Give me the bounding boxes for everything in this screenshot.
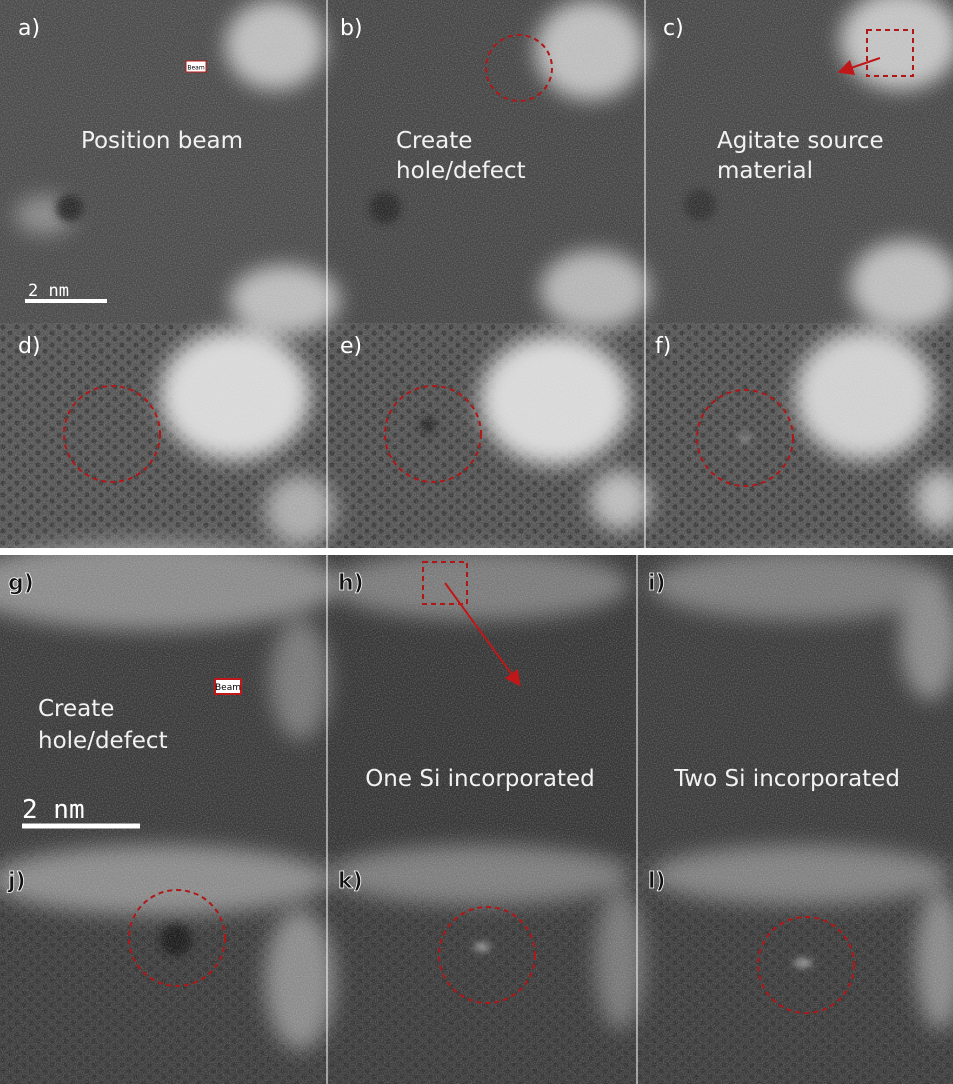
caption: material bbox=[717, 158, 813, 184]
figure: a) b) c) d) e) f) g) h) i) j) k) l) Posi… bbox=[0, 0, 953, 1084]
caption: One Si incorporated bbox=[365, 766, 595, 792]
panel-label: e) bbox=[340, 334, 362, 359]
panel-label: f) bbox=[655, 334, 671, 359]
panel-label: i) bbox=[648, 571, 666, 596]
panel-label: c) bbox=[663, 16, 684, 41]
beam-tag: Beam bbox=[187, 65, 204, 72]
panel-label: d) bbox=[18, 334, 41, 359]
scale-label: 2 nm bbox=[28, 281, 69, 301]
caption: Agitate source bbox=[717, 128, 884, 154]
scale-label: 2 nm bbox=[22, 795, 85, 825]
caption: Create bbox=[38, 696, 114, 722]
caption: hole/defect bbox=[396, 158, 526, 184]
panel-label: h) bbox=[338, 571, 364, 596]
beam-tag: Beam bbox=[215, 683, 241, 693]
caption: Two Si incorporated bbox=[673, 766, 900, 792]
panel-label: a) bbox=[18, 16, 40, 41]
caption: Position beam bbox=[81, 128, 243, 154]
panel-label: j) bbox=[7, 869, 26, 894]
divider bbox=[0, 548, 953, 555]
caption: hole/defect bbox=[38, 728, 168, 754]
panel-label: l) bbox=[648, 869, 666, 894]
panel-label: b) bbox=[340, 16, 363, 41]
panel-label: g) bbox=[8, 571, 34, 596]
panel-label: k) bbox=[338, 869, 363, 894]
caption: Create bbox=[396, 128, 472, 154]
